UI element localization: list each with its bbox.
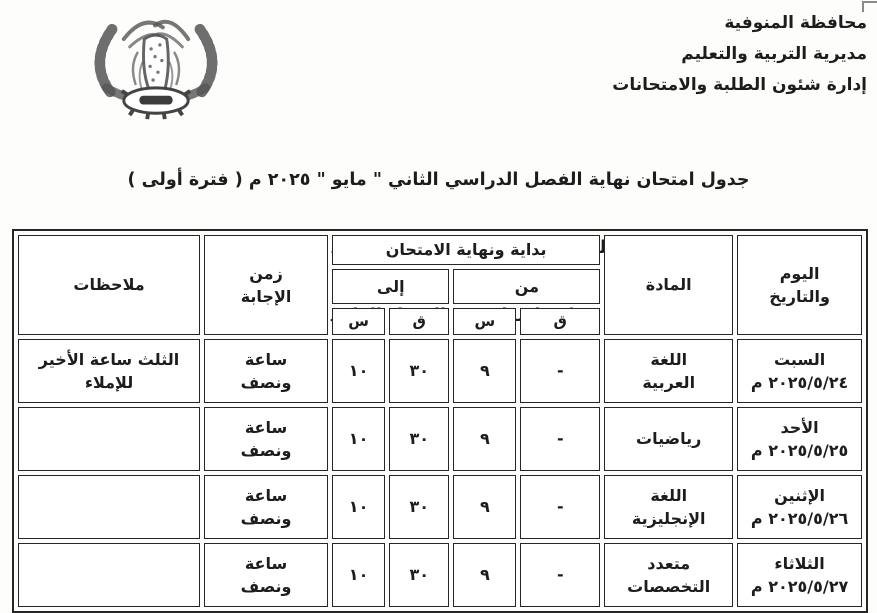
cell-from-minutes: -: [520, 339, 601, 403]
cell-to-minutes: ٣٠: [389, 407, 450, 471]
cell-subject: رياضيات: [604, 407, 734, 471]
cell-to-minutes: ٣٠: [389, 339, 450, 403]
cell-to-hours: ١٠: [332, 407, 386, 471]
education-ministry-emblem-icon: [94, 19, 218, 120]
cell-duration: ساعة ونصف: [204, 407, 329, 471]
cell-day-date: الأحد ٢٠٢٥/٥/٢٥ م: [737, 407, 862, 471]
table-header-row-1: اليوم والتاريخ المادة بداية ونهاية الامت…: [18, 235, 862, 335]
table-row-tuesday: الثلاثاء ٢٠٢٥/٥/٢٧ م متعدد التخصصات - ٩ …: [18, 543, 862, 607]
table-row-monday: الإثنين ٢٠٢٥/٥/٢٦ م اللغة الإنجليزية - ٩…: [18, 475, 862, 539]
cell-duration: ساعة ونصف: [204, 339, 329, 403]
table-row-saturday: السبت ٢٠٢٥/٥/٢٤ م اللغة العربية - ٩ ٣٠ ١…: [18, 339, 862, 403]
org-line-directorate: مديرية التربية والتعليم: [681, 44, 867, 64]
cell-to-minutes: ٣٠: [389, 543, 450, 607]
cell-from-hours: ٩: [453, 543, 517, 607]
col-header-subject: المادة: [604, 235, 734, 335]
cell-from-hours: ٩: [453, 475, 517, 539]
cell-from-minutes: -: [520, 475, 601, 539]
col-header-to-hours: س: [332, 308, 386, 335]
cell-from-hours: ٩: [453, 339, 517, 403]
cell-from-minutes: -: [520, 407, 601, 471]
cell-notes: [18, 407, 201, 471]
table-header-row-3: ق س ق س: [18, 308, 862, 335]
cell-to-minutes: ٣٠: [389, 475, 450, 539]
cell-notes: [18, 543, 201, 607]
cell-from-minutes: -: [520, 543, 601, 607]
cell-day-date: السبت ٢٠٢٥/٥/٢٤ م: [737, 339, 862, 403]
org-line-governorate: محافظة المنوفية: [724, 13, 867, 33]
title-line-exam: جدول امتحان نهاية الفصل الدراسي الثاني "…: [127, 170, 750, 190]
cell-subject: اللغة الإنجليزية: [604, 475, 734, 539]
col-header-from-minutes: ق: [520, 308, 601, 335]
cell-duration: ساعة ونصف: [204, 475, 329, 539]
col-header-day-date: اليوم والتاريخ: [737, 235, 862, 335]
cell-subject: اللغة العربية: [604, 339, 734, 403]
cell-notes: الثلث ساعة الأخير للإملاء: [18, 339, 201, 403]
exam-schedule-table: اليوم والتاريخ المادة بداية ونهاية الامت…: [12, 229, 868, 613]
scan-corner-artifact: [862, 1, 877, 12]
cell-duration: ساعة ونصف: [204, 543, 329, 607]
col-header-to-minutes: ق: [389, 308, 450, 335]
org-line-administration: إدارة شئون الطلبة والامتحانات: [612, 75, 867, 95]
cell-from-hours: ٩: [453, 407, 517, 471]
cell-to-hours: ١٠: [332, 543, 386, 607]
cell-notes: [18, 475, 201, 539]
cell-to-hours: ١٠: [332, 475, 386, 539]
table-header-row-2: من إلى: [18, 269, 862, 304]
table-row-sunday: الأحد ٢٠٢٥/٥/٢٥ م رياضيات - ٩ ٣٠ ١٠ ساعة…: [18, 407, 862, 471]
cell-day-date: الثلاثاء ٢٠٢٥/٥/٢٧ م: [737, 543, 862, 607]
col-header-to: إلى: [332, 269, 450, 304]
col-header-notes: ملاحظات: [18, 235, 201, 335]
col-header-duration: زمن الإجابة: [204, 235, 329, 335]
col-header-from: من: [453, 269, 601, 304]
cell-subject: متعدد التخصصات: [604, 543, 734, 607]
col-header-exam-timing: بداية ونهاية الامتحان: [332, 235, 601, 265]
org-header: محافظة المنوفية مديرية التربية والتعليم …: [612, 8, 867, 101]
cell-to-hours: ١٠: [332, 339, 386, 403]
col-header-from-hours: س: [453, 308, 517, 335]
cell-day-date: الإثنين ٢٠٢٥/٥/٢٦ م: [737, 475, 862, 539]
